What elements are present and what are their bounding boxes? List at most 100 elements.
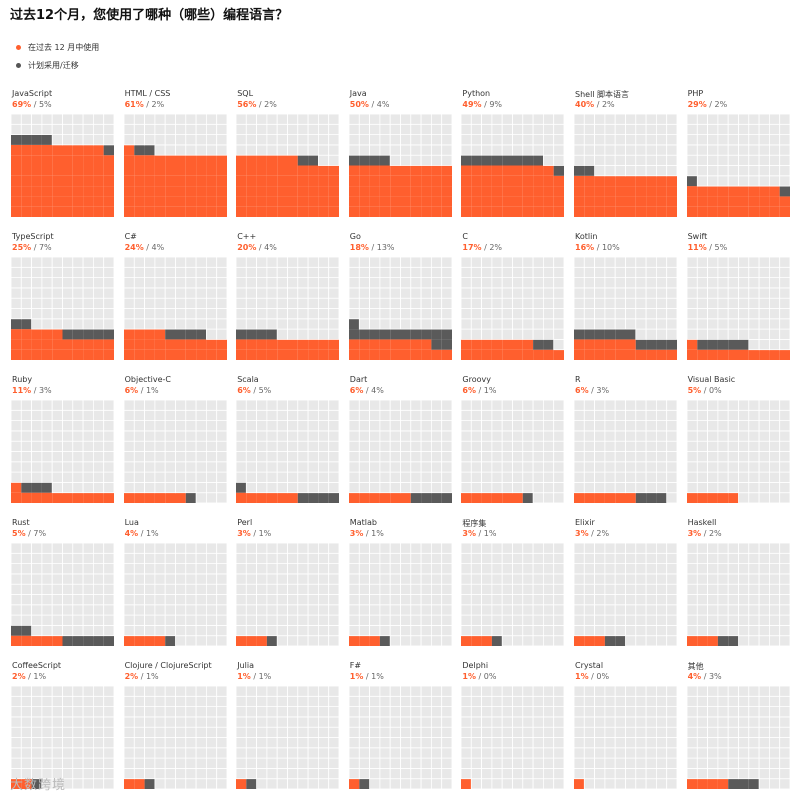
language-percentages: 1% / 1% (350, 672, 384, 681)
waffle-square-empty (574, 441, 584, 451)
waffle-square-empty (595, 738, 605, 748)
waffle-square-used (93, 207, 103, 217)
waffle-square-empty (482, 124, 492, 134)
language-percentages: 6% / 1% (462, 386, 496, 395)
waffle-square-planned (349, 319, 359, 329)
waffle-square-empty (298, 595, 308, 605)
waffle-square-empty (288, 727, 298, 737)
waffle-square-empty (769, 155, 779, 165)
waffle-square-empty (605, 768, 615, 778)
waffle-square-empty (533, 319, 543, 329)
waffle-square-empty (656, 400, 666, 410)
waffle-square-empty (697, 564, 707, 574)
waffle-square-empty (236, 707, 246, 717)
waffle-square-empty (759, 738, 769, 748)
waffle-square-empty (523, 441, 533, 451)
waffle-square-empty (380, 686, 390, 696)
waffle-square-empty (697, 686, 707, 696)
waffle-square-empty (298, 145, 308, 155)
language-percentages: 1% / 0% (575, 672, 609, 681)
waffle-square-empty (124, 615, 134, 625)
waffle-square-empty (236, 145, 246, 155)
waffle-cell: R 6% / 3% (574, 374, 678, 506)
waffle-square-empty (246, 768, 256, 778)
waffle-square-empty (687, 564, 697, 574)
waffle-square-empty (52, 717, 62, 727)
waffle-square-empty (503, 696, 513, 706)
used-percent-label: 6% (237, 386, 251, 395)
waffle-square-empty (636, 748, 646, 758)
waffle-square-empty (349, 717, 359, 727)
waffle-square-empty (380, 472, 390, 482)
waffle-square-used (257, 636, 267, 646)
waffle-square-used (319, 350, 329, 360)
waffle-square-empty (513, 768, 523, 778)
waffle-square-used (11, 155, 21, 165)
waffle-square-empty (533, 738, 543, 748)
waffle-square-empty (626, 768, 636, 778)
waffle-square-empty (554, 553, 564, 563)
waffle-square-empty (288, 615, 298, 625)
waffle-square-empty (523, 114, 533, 124)
waffle-square-empty (216, 309, 226, 319)
waffle-square-empty (513, 452, 523, 462)
waffle-square-empty (615, 758, 625, 768)
waffle-square-empty (461, 595, 471, 605)
waffle-square-empty (728, 605, 738, 615)
waffle-square-used (144, 636, 154, 646)
waffle-square-empty (779, 615, 789, 625)
percent-separator: / (31, 386, 39, 395)
waffle-square-empty (492, 298, 502, 308)
waffle-square-empty (687, 452, 697, 462)
waffle-square-empty (605, 257, 615, 267)
waffle-square-empty (472, 135, 482, 145)
used-percent-label: 11% (12, 386, 31, 395)
waffle-square-empty (298, 738, 308, 748)
waffle-square-empty (533, 564, 543, 574)
waffle-square-empty (584, 717, 594, 727)
waffle-square-empty (175, 738, 185, 748)
waffle-square-empty (196, 553, 206, 563)
waffle-square-empty (246, 114, 256, 124)
waffle-square-empty (267, 748, 277, 758)
waffle-square-used (288, 196, 298, 206)
waffle-square-empty (513, 574, 523, 584)
waffle-square-empty (687, 400, 697, 410)
waffle-square-empty (461, 748, 471, 758)
waffle-square-empty (236, 298, 246, 308)
waffle-square-empty (32, 615, 42, 625)
waffle-square-empty (257, 707, 267, 717)
waffle-square-empty (196, 319, 206, 329)
waffle-square-empty (104, 400, 114, 410)
waffle-square-empty (769, 768, 779, 778)
waffle-square-empty (359, 124, 369, 134)
waffle-square-empty (42, 400, 52, 410)
waffle-square-empty (411, 114, 421, 124)
waffle-square-empty (380, 727, 390, 737)
waffle-square-empty (554, 135, 564, 145)
waffle-square-empty (196, 298, 206, 308)
waffle-square-planned (359, 779, 369, 789)
waffle-square-empty (42, 686, 52, 696)
waffle-square-empty (175, 574, 185, 584)
waffle-square-empty (154, 472, 164, 482)
waffle-square-used (738, 186, 748, 196)
waffle-square-planned (728, 636, 738, 646)
waffle-square-empty (196, 696, 206, 706)
waffle-square-empty (769, 758, 779, 768)
waffle-square-used (267, 166, 277, 176)
waffle-square-empty (277, 738, 287, 748)
waffle-square-empty (288, 543, 298, 553)
waffle-square-used (482, 339, 492, 349)
waffle-square-empty (277, 543, 287, 553)
waffle-square-empty (595, 452, 605, 462)
waffle-square-empty (359, 462, 369, 472)
waffle-square-empty (83, 257, 93, 267)
waffle-square-empty (308, 636, 318, 646)
waffle-square-empty (636, 584, 646, 594)
waffle-square-empty (196, 410, 206, 420)
waffle-square-used (697, 493, 707, 503)
waffle-square-empty (369, 574, 379, 584)
waffle-square-empty (196, 595, 206, 605)
waffle-square-used (728, 207, 738, 217)
